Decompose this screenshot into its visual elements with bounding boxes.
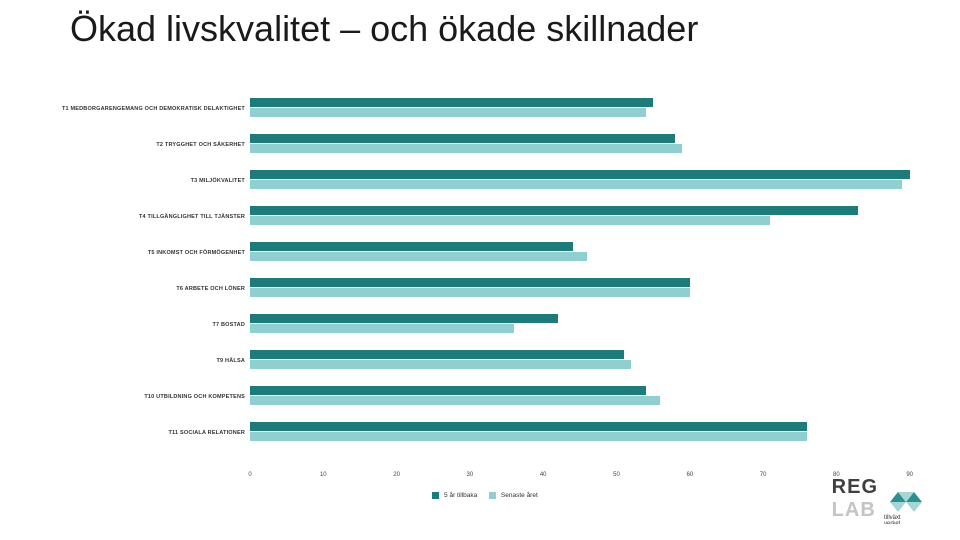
bar-series-b — [250, 324, 514, 333]
category-label: T9 HÄLSA — [55, 358, 245, 364]
tvv-word2: verket — [884, 521, 901, 524]
axis-tick: 10 — [320, 472, 327, 478]
category-label: T3 MILJÖKVALITET — [55, 178, 245, 184]
reglab-logo: REG LAB — [832, 476, 878, 522]
footer-logos: REG LAB tillväxt verket — [810, 480, 950, 530]
bar-series-a — [250, 314, 558, 323]
reglab-reg: REG — [832, 476, 878, 498]
chart-row: T2 TRYGGHET OCH SÄKERHET — [55, 131, 905, 159]
bar-series-a — [250, 134, 675, 143]
bar-series-b — [250, 180, 902, 189]
bar-series-b — [250, 288, 690, 297]
legend-label-b: Senaste året — [501, 492, 538, 499]
bar-series-b — [250, 144, 682, 153]
page-title: Ökad livskvalitet – och ökade skillnader — [70, 8, 698, 50]
axis-tick: 70 — [760, 472, 767, 478]
bar-series-a — [250, 242, 573, 251]
category-label: T7 BOSTAD — [55, 322, 245, 328]
legend-swatch-a — [432, 492, 439, 499]
bar-series-a — [250, 422, 807, 431]
reglab-lab: LAB — [832, 499, 876, 521]
bar-series-b — [250, 360, 631, 369]
category-label: T1 MEDBORGARENGEMANG OCH DEMOKRATISK DEL… — [55, 106, 245, 112]
chart-row: T5 INKOMST OCH FÖRMÖGENHET — [55, 239, 905, 267]
category-label: T6 ARBETE OCH LÖNER — [55, 286, 245, 292]
category-label: T11 SOCIALA RELATIONER — [55, 430, 245, 436]
category-label: T5 INKOMST OCH FÖRMÖGENHET — [55, 250, 245, 256]
grouped-bar-chart: T1 MEDBORGARENGEMANG OCH DEMOKRATISK DEL… — [55, 95, 905, 470]
axis-tick: 50 — [613, 472, 620, 478]
chart-row: T9 HÄLSA — [55, 347, 905, 375]
axis-tick: 0 — [248, 472, 251, 478]
tillvaxtverket-logo: tillväxt verket — [884, 488, 944, 524]
bar-series-a — [250, 170, 910, 179]
bar-series-b — [250, 216, 770, 225]
bar-series-a — [250, 98, 653, 107]
axis-tick: 40 — [540, 472, 547, 478]
category-label: T2 TRYGGHET OCH SÄKERHET — [55, 142, 245, 148]
chart-row: T1 MEDBORGARENGEMANG OCH DEMOKRATISK DEL… — [55, 95, 905, 123]
chart-row: T10 UTBILDNING OCH KOMPETENS — [55, 383, 905, 411]
chart-row: T7 BOSTAD — [55, 311, 905, 339]
legend-swatch-b — [489, 492, 496, 499]
chart-row: T6 ARBETE OCH LÖNER — [55, 275, 905, 303]
axis-tick: 60 — [686, 472, 693, 478]
legend-label-a: 5 år tillbaka — [444, 492, 477, 499]
chart-row: T3 MILJÖKVALITET — [55, 167, 905, 195]
chart-row: T4 TILLGÄNGLIGHET TILL TJÄNSTER — [55, 203, 905, 231]
category-label: T4 TILLGÄNGLIGHET TILL TJÄNSTER — [55, 214, 245, 220]
bar-series-b — [250, 396, 660, 405]
category-label: T10 UTBILDNING OCH KOMPETENS — [55, 394, 245, 400]
axis-tick: 30 — [467, 472, 474, 478]
bar-series-b — [250, 432, 807, 441]
chart-row: T11 SOCIALA RELATIONER — [55, 419, 905, 447]
bar-series-a — [250, 278, 690, 287]
bar-series-a — [250, 386, 646, 395]
bar-series-a — [250, 206, 858, 215]
bar-series-b — [250, 108, 646, 117]
bar-series-b — [250, 252, 587, 261]
axis-tick: 20 — [393, 472, 400, 478]
axis-tick: 90 — [906, 472, 913, 478]
bar-series-a — [250, 350, 624, 359]
